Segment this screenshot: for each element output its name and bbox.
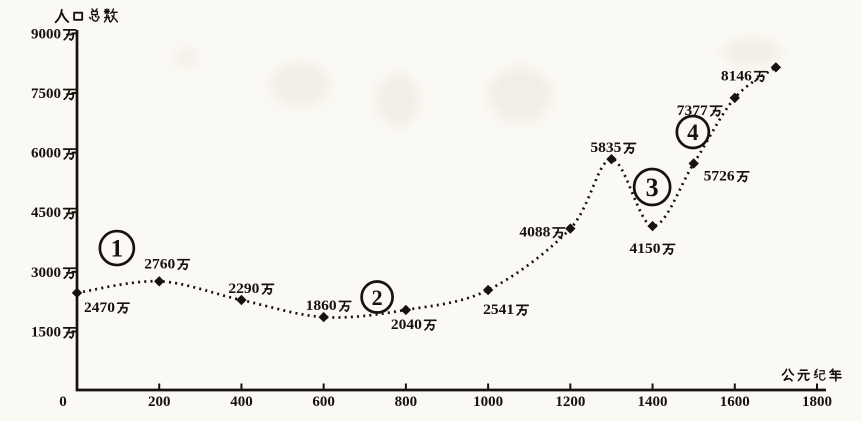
annotation-circle: [98, 229, 136, 267]
population-curve: [71, 62, 782, 323]
y-tick-unit-glyph: [62, 88, 77, 101]
x-tick-label: 600: [312, 394, 335, 410]
x-tick-label: 800: [395, 394, 418, 410]
scan-smudge-artifacts: [174, 39, 782, 126]
x-tick-label: 1000: [473, 394, 503, 410]
data-point-marker: [154, 276, 165, 287]
y-tick-label: 1500: [31, 324, 61, 340]
point-value-unit-glyph: [515, 304, 530, 317]
point-value-unit-glyph: [662, 243, 676, 256]
data-point-marker: [71, 287, 83, 299]
point-value-label: 7377: [677, 103, 709, 119]
annotation-number: 2: [372, 285, 383, 310]
y-tick-unit-glyph: [62, 327, 77, 339]
y-axis-title-glyph: [54, 8, 70, 24]
y-tick-unit-glyph: [62, 148, 77, 161]
y-tick-label: 4500: [31, 205, 61, 221]
x-tick-label: 1800: [802, 394, 832, 410]
axes: 0 200 400 600 800 1000 1200 1400 1600 1800 9000 750…: [31, 26, 832, 410]
annotation-circle: [675, 114, 711, 150]
point-value-label: 8146: [721, 68, 753, 84]
x-axis-title-glyph: [797, 369, 811, 382]
x-tick-label: 400: [230, 394, 253, 410]
data-point-marker: [400, 304, 412, 316]
point-value-unit-glyph: [736, 171, 750, 183]
annotation-number: 3: [646, 173, 659, 202]
data-point-marker: [565, 223, 576, 234]
annotation-circle: [632, 167, 672, 207]
x-axis-title-glyph: [813, 368, 826, 381]
y-tick-unit-glyph: [62, 29, 77, 41]
annotation-number: 1: [111, 236, 124, 263]
data-point-marker: [482, 284, 494, 296]
point-value-unit-glyph: [753, 70, 767, 83]
point-value-unit-glyph: [709, 105, 723, 117]
x-tick-label: 1600: [720, 394, 750, 410]
smudge: [376, 74, 420, 126]
point-value-unit-glyph: [261, 283, 275, 296]
x-axis-title-glyph: [829, 368, 842, 382]
point-value-unit-glyph: [116, 302, 130, 314]
x-axis-title-glyph: [781, 368, 795, 382]
x-tick-label: 200: [148, 394, 171, 410]
point-value-label: 2760: [144, 256, 175, 272]
point-value-unit-glyph: [423, 319, 437, 331]
point-value-label: 5726: [704, 168, 736, 184]
smudge: [722, 39, 782, 65]
y-axis-title-glyph: [73, 11, 84, 21]
y-tick-label: 7500: [31, 86, 61, 102]
y-axis-title-glyph: [88, 8, 100, 22]
point-labels: 2470 2760 2290 1860 2040 2541 4088 5835 4150 5726…: [84, 68, 767, 333]
point-value-unit-glyph: [177, 258, 191, 271]
dotted-population-line: [76, 66, 777, 319]
data-point-marker: [729, 92, 740, 104]
annotation-number: 4: [687, 120, 699, 145]
point-value-label: 2040: [391, 317, 422, 333]
data-point-marker: [770, 62, 782, 73]
data-point-marker: [606, 153, 617, 165]
y-tick-unit-glyph: [62, 267, 77, 280]
point-value-label: 4150: [630, 241, 661, 257]
y-axis-title-glyph: [103, 8, 119, 23]
y-tick-label: 6000: [31, 146, 61, 162]
axis-titles: [54, 8, 842, 382]
data-point-marker: [647, 220, 658, 232]
smudge: [174, 50, 198, 66]
x-tick-label: 0: [59, 394, 67, 410]
annotation-circle: [360, 280, 394, 314]
point-value-label: 2541: [483, 302, 514, 318]
point-value-label: 1860: [306, 298, 337, 314]
circled-annotations: 1 2 3 4: [98, 114, 711, 314]
point-value-label: 2290: [228, 281, 259, 297]
point-value-label: 4088: [519, 225, 550, 241]
y-tick-unit-glyph: [62, 207, 77, 220]
x-tick-label: 1200: [555, 394, 585, 410]
y-tick-label: 3000: [31, 265, 61, 281]
data-point-marker: [236, 294, 247, 306]
point-value-label: 5835: [590, 140, 621, 156]
axis-lines: [75, 30, 826, 392]
point-value-unit-glyph: [623, 142, 637, 155]
y-tick-label: 9000: [31, 26, 61, 42]
point-value-unit-glyph: [552, 227, 566, 239]
data-point-marker: [688, 158, 699, 169]
point-value-unit-glyph: [338, 300, 352, 313]
point-value-label: 2470: [84, 300, 115, 316]
smudge: [270, 63, 330, 107]
data-point-marker: [318, 311, 329, 323]
x-tick-label: 1400: [638, 394, 668, 410]
smudge: [488, 67, 552, 123]
